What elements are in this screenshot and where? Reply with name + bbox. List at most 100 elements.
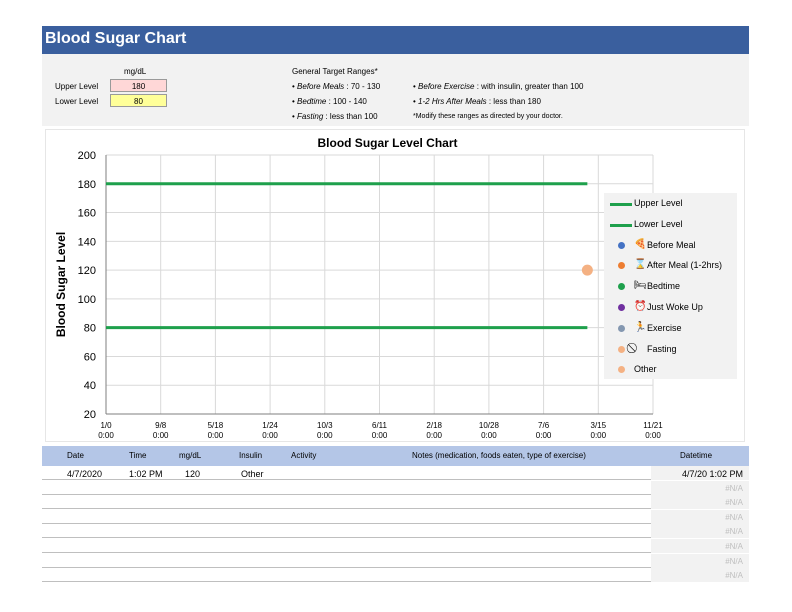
table-row[interactable]: 4/7/2020 1:02 PM 120 Other 4/7/20 1:02 PM xyxy=(42,466,749,480)
table-row[interactable]: #N/A xyxy=(42,509,749,524)
table-row[interactable]: #N/A xyxy=(42,495,749,510)
x-tick-label: 0:00 xyxy=(317,431,333,440)
upper-level-label: Upper Level xyxy=(55,82,99,91)
datetime-value: #N/A xyxy=(725,512,743,522)
range-text: : with insulin, greater than 100 xyxy=(474,82,584,91)
table-cell[interactable]: 1:02 PM xyxy=(129,469,163,479)
x-tick-label: 5/18 xyxy=(208,421,224,430)
table-row[interactable]: #N/A xyxy=(42,539,749,553)
y-tick-label: 40 xyxy=(84,380,96,392)
upper-level-input[interactable]: 180 xyxy=(110,79,167,92)
y-tick-label: 180 xyxy=(78,179,96,191)
datetime-value: #N/A xyxy=(725,498,743,508)
hourglass-icon: ⌛ xyxy=(634,259,647,271)
column-header[interactable]: Insulin xyxy=(239,451,263,460)
datetime-cell: #N/A xyxy=(651,495,749,510)
y-tick-label: 80 xyxy=(84,323,96,335)
datetime-value: #N/A xyxy=(725,542,743,551)
datetime-value: #N/A xyxy=(725,556,743,566)
range-term: Before Exercise xyxy=(418,82,475,91)
range-text: : less than 100 xyxy=(323,112,378,121)
runner-icon: 🏃 xyxy=(634,321,647,333)
x-tick-label: 6/11 xyxy=(372,421,388,430)
x-tick-label: 0:00 xyxy=(536,431,552,440)
alarm-clock-icon: ⏰ xyxy=(634,301,647,312)
range-text: : less than 180 xyxy=(486,97,541,106)
column-header[interactable]: Date xyxy=(67,451,84,460)
legend-dot-swatch xyxy=(618,304,625,311)
pizza-icon: 🍕 xyxy=(634,238,647,250)
table-row[interactable]: #N/A xyxy=(42,524,749,539)
range-text: : 70 - 130 xyxy=(344,82,381,91)
units-label: mg/dL xyxy=(124,67,147,76)
x-tick-label: 1/0 xyxy=(100,421,112,430)
table-cell[interactable]: 120 xyxy=(185,469,201,479)
x-tick-label: 2/18 xyxy=(426,421,442,430)
legend-dot-swatch xyxy=(618,366,625,374)
range-term: Fasting xyxy=(297,112,324,121)
table-cell[interactable]: 4/7/2020 xyxy=(67,469,103,479)
legend-item: Other xyxy=(604,363,737,377)
legend-label: Exercise xyxy=(647,322,682,333)
x-tick-label: 3/15 xyxy=(591,421,607,430)
range-text: : 100 - 140 xyxy=(326,97,367,106)
legend-line-swatch xyxy=(610,203,632,206)
x-tick-label: 0:00 xyxy=(153,431,169,440)
legend-label: Upper Level xyxy=(634,198,683,208)
datetime-value: #N/A xyxy=(725,483,743,493)
x-tick-label: 0:00 xyxy=(262,431,278,440)
disclaimer: *Modify these ranges as directed by your… xyxy=(413,113,563,120)
column-header[interactable]: Activity xyxy=(291,451,317,460)
y-tick-label: 120 xyxy=(78,265,96,277)
x-tick-label: 0:00 xyxy=(645,431,661,440)
column-header[interactable]: Datetime xyxy=(680,451,713,460)
legend-dot-swatch xyxy=(618,345,625,353)
legend-dot-swatch xyxy=(618,324,625,332)
legend-dot-swatch xyxy=(618,283,625,291)
legend-dot-swatch xyxy=(618,241,625,249)
y-tick-label: 160 xyxy=(78,208,96,220)
y-tick-label: 200 xyxy=(78,150,96,162)
table-row[interactable]: #N/A xyxy=(42,480,749,495)
legend-label: Bedtime xyxy=(647,281,681,292)
legend-item: ⃠Fasting xyxy=(604,343,737,357)
datetime-cell: #N/A xyxy=(651,524,749,539)
title-bar: Blood Sugar Chart xyxy=(42,26,749,54)
legend-item: Lower Level xyxy=(604,218,737,232)
column-header[interactable]: Notes (medication, foods eaten, type of … xyxy=(412,451,586,460)
page-title: Blood Sugar Chart xyxy=(45,30,187,47)
x-tick-label: 9/8 xyxy=(155,421,167,430)
x-tick-label: 0:00 xyxy=(372,431,388,440)
legend-item: 🛏 Bedtime xyxy=(604,280,737,294)
table-cell[interactable]: Other xyxy=(241,469,264,479)
datetime-value: #N/A xyxy=(725,527,743,537)
table-header: Date Time mg/dL Insulin Activity Notes (medic… xyxy=(42,446,749,466)
legend-item: 🏃 Exercise xyxy=(604,322,737,336)
target-ranges-title: General Target Ranges* xyxy=(292,67,378,76)
x-tick-label: 1/24 xyxy=(262,421,278,430)
legend-label: Before Meal xyxy=(647,239,696,250)
lower-level-input[interactable]: 80 xyxy=(110,94,167,107)
datetime-value: 4/7/20 1:02 PM xyxy=(681,469,743,479)
x-tick-label: 11/21 xyxy=(643,421,663,430)
range-before-meals: • Before Meals : 70 - 130 xyxy=(292,82,381,91)
column-header[interactable]: mg/dL xyxy=(179,451,202,460)
x-tick-label: 0:00 xyxy=(208,431,224,440)
bed-icon: 🛏 xyxy=(634,280,647,292)
datetime-cell: #N/A xyxy=(651,553,749,568)
range-fasting: • Fasting : less than 100 xyxy=(292,112,378,121)
datetime-cell: 4/7/20 1:02 PM xyxy=(651,466,749,480)
chart-legend: Upper Level Lower Level 🍕 Before Meal ⌛ After… xyxy=(604,193,737,379)
table-row[interactable]: #N/A xyxy=(42,568,749,583)
y-tick-label: 20 xyxy=(84,409,96,421)
range-after-meals: • 1-2 Hrs After Meals : less than 180 xyxy=(413,97,541,106)
datetime-cell: #N/A xyxy=(651,509,749,524)
lower-level-label: Lower Level xyxy=(55,97,99,106)
legend-label: After Meal (1-2hrs) xyxy=(647,260,723,271)
legend-item: ⏰ Just Woke Up xyxy=(604,301,737,315)
table-row[interactable]: #N/A xyxy=(42,553,749,568)
x-tick-label: 0:00 xyxy=(591,431,607,440)
column-header[interactable]: Time xyxy=(129,451,147,460)
y-tick-label: 140 xyxy=(78,236,96,248)
range-term: 1-2 Hrs After Meals xyxy=(418,97,487,106)
